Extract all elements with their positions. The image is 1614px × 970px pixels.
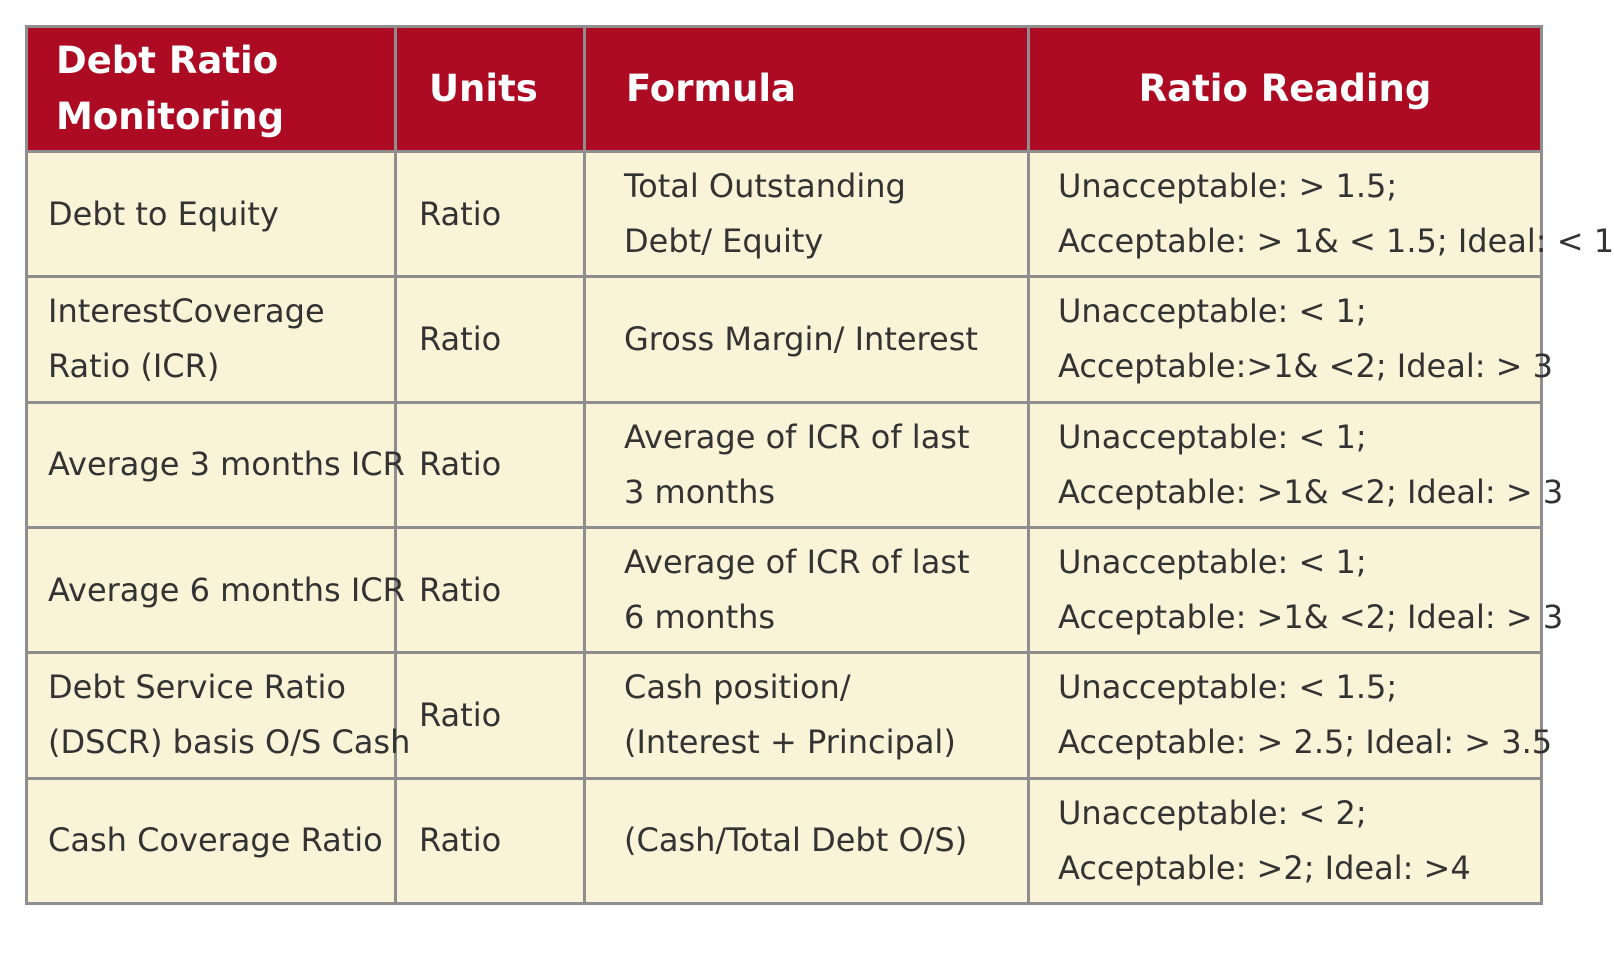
cell-formula: Total Outstanding Debt/ Equity: [583, 149, 1030, 279]
cell-ratio-reading: Unacceptable: > 1.5; Acceptable: > 1& < 1…: [1027, 149, 1614, 279]
cell-formula-line: Gross Margin/ Interest: [624, 319, 978, 358]
cell-formula-line: (Cash/Total Debt O/S): [624, 821, 968, 860]
table-row: Debt to Equity Ratio Total Outstanding Debt…: [25, 149, 1614, 279]
cell-ratio-reading-line: Unacceptable: < 1;: [1058, 543, 1367, 582]
cell-ratio-reading: Unacceptable: < 1.5; Acceptable: > 2.5; I…: [1027, 651, 1553, 780]
header-ratio-reading: Ratio Reading: [1027, 25, 1543, 153]
table-row: Debt Service Ratio (DSCR) basis O/S Cash R…: [25, 651, 1553, 780]
cell-metric-name: InterestCoverage Ratio (ICR): [25, 275, 397, 404]
cell-metric-name-line: Average 6 months ICR: [48, 570, 405, 609]
cell-metric-name-line: Debt to Equity: [48, 194, 279, 233]
cell-metric-name: Debt Service Ratio (DSCR) basis O/S Cash: [25, 651, 411, 780]
cell-formula: (Cash/Total Debt O/S): [583, 776, 1030, 906]
header-units: Units: [394, 25, 586, 153]
cell-units: Ratio: [394, 400, 586, 529]
cell-units: Ratio: [394, 149, 586, 279]
cell-ratio-reading-line: Acceptable: >1& <2; Ideal: > 3: [1058, 472, 1564, 511]
cell-formula-line: (Interest + Principal): [624, 723, 956, 762]
header-formula: Formula: [583, 25, 1030, 153]
table-row: Cash Coverage Ratio Ratio (Cash/Total Debt…: [25, 776, 1543, 906]
cell-metric-name-line: Ratio (ICR): [48, 347, 220, 386]
cell-metric-name: Cash Coverage Ratio: [25, 776, 397, 906]
debt-ratio-table: Debt Ratio Monitoring Units Formula Rati…: [25, 25, 1614, 906]
cell-ratio-reading: Unacceptable: < 1; Acceptable: >1& <2; Id…: [1027, 400, 1564, 529]
debt-ratio-table-container: Debt Ratio Monitoring Units Formula Rati…: [25, 25, 1614, 906]
cell-formula: Average of ICR of last 6 months: [583, 525, 1030, 655]
cell-formula-line: Total Outstanding: [624, 167, 906, 206]
cell-units: Ratio: [394, 275, 586, 404]
header-col1-line1: Debt Ratio: [56, 39, 279, 82]
table-body: Debt to Equity Ratio Total Outstanding Debt…: [25, 149, 1614, 906]
header-debt-ratio-monitoring: Debt Ratio Monitoring: [25, 25, 397, 153]
header-col1-line2: Monitoring: [56, 95, 285, 138]
table-row: InterestCoverage Ratio (ICR) Ratio Gross Ma…: [25, 275, 1553, 404]
cell-formula-line: 3 months: [624, 472, 776, 511]
cell-ratio-reading-line: Unacceptable: < 1;: [1058, 292, 1367, 331]
table-row: Average 3 months ICR Ratio Average of ICR …: [25, 400, 1564, 529]
cell-units: Ratio: [394, 651, 586, 780]
cell-formula-line: Cash position/: [624, 668, 851, 707]
cell-formula-line: Average of ICR of last: [624, 417, 970, 456]
cell-metric-name: Average 6 months ICR: [25, 525, 405, 655]
cell-ratio-reading-line: Acceptable:>1& <2; Ideal: > 3: [1058, 347, 1553, 386]
cell-ratio-reading-line: Acceptable: >1& <2; Ideal: > 3: [1058, 598, 1564, 637]
cell-ratio-reading-line: Unacceptable: < 2;: [1058, 793, 1367, 832]
cell-ratio-reading-line: Unacceptable: > 1.5;: [1058, 167, 1398, 206]
cell-metric-name-line: Average 3 months ICR: [48, 445, 405, 484]
table-row: Average 6 months ICR Ratio Average of ICR …: [25, 525, 1564, 655]
cell-ratio-reading: Unacceptable: < 1; Acceptable: >1& <2; Id…: [1027, 525, 1564, 655]
cell-ratio-reading: Unacceptable: < 2; Acceptable: >2; Ideal:…: [1027, 776, 1543, 906]
cell-metric-name-line: InterestCoverage: [48, 292, 325, 331]
cell-ratio-reading-line: Unacceptable: < 1;: [1058, 417, 1367, 456]
cell-ratio-reading-line: Acceptable: > 1& < 1.5; Ideal: < 1: [1058, 222, 1614, 261]
cell-formula-line: Debt/ Equity: [624, 222, 824, 261]
cell-units: Ratio: [394, 525, 586, 655]
cell-metric-name-line: Debt Service Ratio: [48, 668, 346, 707]
cell-metric-name: Debt to Equity: [25, 149, 397, 279]
cell-metric-name-line: Cash Coverage Ratio: [48, 821, 383, 860]
cell-formula-line: 6 months: [624, 598, 776, 637]
cell-formula: Average of ICR of last 3 months: [583, 400, 1030, 529]
cell-units: Ratio: [394, 776, 586, 906]
cell-ratio-reading-line: Acceptable: >2; Ideal: >4: [1058, 848, 1471, 887]
cell-formula-line: Average of ICR of last: [624, 543, 970, 582]
cell-ratio-reading: Unacceptable: < 1; Acceptable:>1& <2; Ide…: [1027, 275, 1553, 404]
cell-ratio-reading-line: Unacceptable: < 1.5;: [1058, 668, 1398, 707]
header-row: Debt Ratio Monitoring Units Formula Rati…: [25, 25, 1543, 153]
cell-ratio-reading-line: Acceptable: > 2.5; Ideal: > 3.5: [1058, 723, 1553, 762]
cell-formula: Gross Margin/ Interest: [583, 275, 1030, 404]
cell-metric-name: Average 3 months ICR: [25, 400, 405, 529]
cell-metric-name-line: (DSCR) basis O/S Cash: [48, 723, 411, 762]
cell-formula: Cash position/ (Interest + Principal): [583, 651, 1030, 780]
